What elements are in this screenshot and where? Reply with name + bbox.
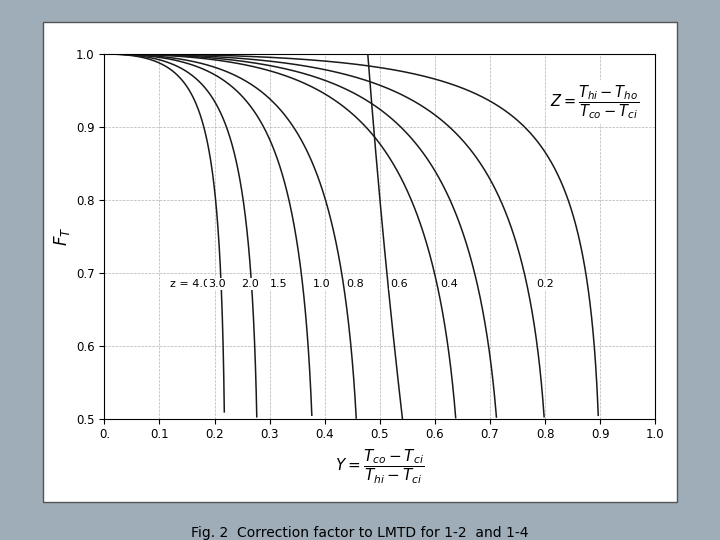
Text: $Z = \dfrac{T_{hi} - T_{ho}}{T_{co} - T_{ci}}$: $Z = \dfrac{T_{hi} - T_{ho}}{T_{co} - T_… xyxy=(549,83,639,121)
Text: 0.4: 0.4 xyxy=(440,279,457,289)
Text: 0.2: 0.2 xyxy=(536,279,554,289)
Text: $Y = \dfrac{T_{co} - T_{ci}}{T_{hi} - T_{ci}}$: $Y = \dfrac{T_{co} - T_{ci}}{T_{hi} - T_… xyxy=(335,448,425,486)
Text: 1.0: 1.0 xyxy=(313,279,330,289)
Text: z = 4.0: z = 4.0 xyxy=(170,279,210,289)
Text: 0.6: 0.6 xyxy=(390,279,408,289)
Text: 0.8: 0.8 xyxy=(346,279,364,289)
Text: Fig. 2  Correction factor to LMTD for 1-2  and 1-4
      exchangers (Geankoplis,: Fig. 2 Correction factor to LMTD for 1-2… xyxy=(192,526,528,540)
Y-axis label: $\mathit{F_T}$: $\mathit{F_T}$ xyxy=(52,227,72,246)
Text: 3.0: 3.0 xyxy=(209,279,226,289)
Text: 2.0: 2.0 xyxy=(241,279,259,289)
Text: 1.5: 1.5 xyxy=(270,279,287,289)
